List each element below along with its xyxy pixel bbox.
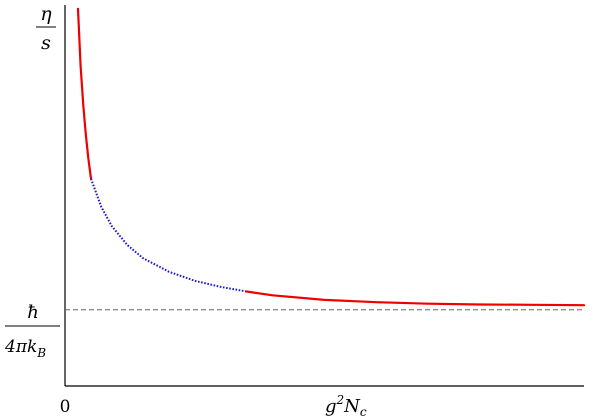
ref-label-numerator: ħ <box>27 302 39 323</box>
y-label-numerator: η <box>40 3 52 25</box>
series-group <box>76 7 586 307</box>
series-line-2-dotted <box>90 178 247 293</box>
x-label-sup: 2 <box>336 393 345 407</box>
y-axis-label: η s <box>36 3 56 54</box>
series-line-1-solid <box>76 7 93 180</box>
reference-line-label: ħ 4πkB <box>4 302 60 360</box>
ref-label-denominator: 4πkB <box>4 337 46 360</box>
ref-label-denominator-main: 4πk <box>4 337 37 357</box>
x-tick-label-0: 0 <box>60 397 71 417</box>
x-label-base: g <box>325 396 337 417</box>
series-line-3-solid <box>245 290 586 307</box>
x-label-main: N <box>343 396 361 417</box>
x-label-sub: c <box>360 405 367 418</box>
x-axis-label: g2Nc <box>325 393 367 418</box>
y-label-denominator: s <box>41 32 51 54</box>
ref-label-denominator-sub: B <box>36 346 46 360</box>
